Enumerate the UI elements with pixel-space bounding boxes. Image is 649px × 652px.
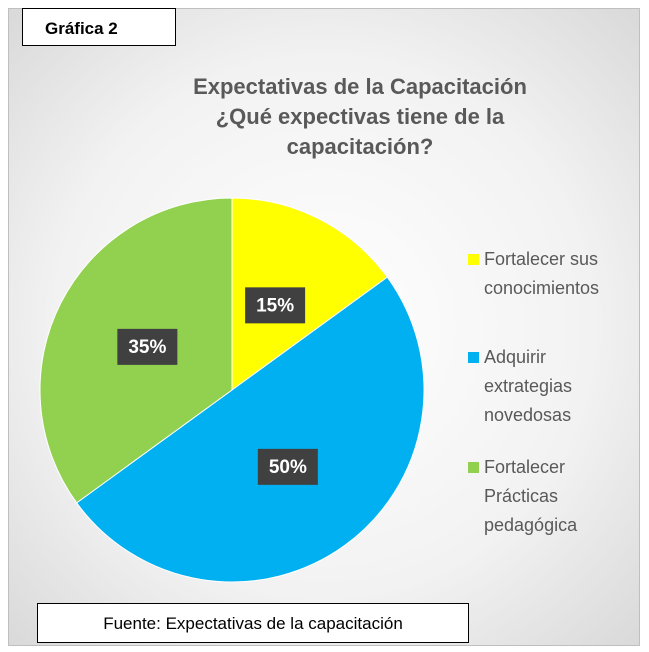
legend-entry: Fortalecer Prácticas pedagógica: [468, 453, 629, 540]
chart-title: Expectativas de la Capacitación ¿Qué exp…: [130, 72, 590, 162]
data-label-box: [117, 328, 178, 365]
legend-label: Adquirir extrategias novedosas: [484, 347, 573, 425]
data-label-box: [245, 287, 306, 324]
title-line: Expectativas de la Capacitación: [193, 74, 527, 99]
data-label: 15%: [256, 295, 294, 316]
data-label: 35%: [128, 337, 166, 358]
title-line: capacitación?: [286, 134, 434, 159]
figure-label: Gráfica 2: [22, 8, 176, 46]
source-note: Fuente: Expectativas de la capacitación: [37, 603, 469, 643]
legend-entry: Fortalecer sus conocimientos: [468, 245, 629, 303]
legend-swatch: [468, 352, 479, 363]
data-label-box: [257, 448, 318, 485]
pie-slice: [231, 197, 389, 391]
title-line: ¿Qué expectivas tiene de la: [215, 104, 505, 129]
legend-swatch: [468, 254, 479, 265]
legend-label: Fortalecer sus conocimientos: [484, 249, 600, 298]
pie-slice: [75, 276, 425, 583]
data-label: 50%: [269, 457, 307, 478]
legend-entry: Adquirir extrategias novedosas: [468, 343, 629, 430]
legend-swatch: [468, 462, 479, 473]
legend-label: Fortalecer Prácticas pedagógica: [484, 457, 578, 535]
